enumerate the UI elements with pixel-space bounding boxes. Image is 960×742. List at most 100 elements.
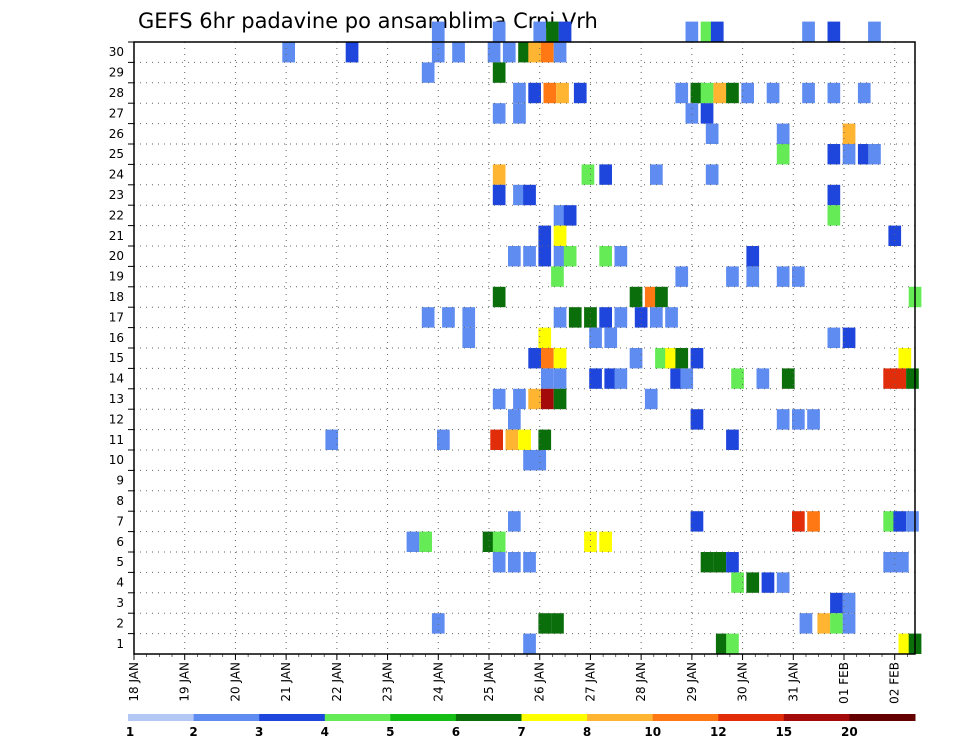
heatmap-cell: [442, 307, 455, 328]
heatmap-cell: [553, 388, 567, 410]
heatmap-cell: [817, 613, 831, 634]
heatmap-cell: [807, 511, 820, 532]
heatmap-cell: [700, 552, 714, 573]
heatmap-cell: [553, 368, 567, 389]
heatmap-cell: [827, 327, 841, 348]
heatmap-cell: [528, 388, 541, 410]
heatmap-cell: [685, 103, 699, 124]
heatmap-cell: [799, 613, 813, 634]
heatmap-cell: [523, 450, 536, 471]
heatmap-cell: [538, 429, 552, 450]
heatmap-cell: [827, 21, 841, 42]
x-tick-label: 28 JAN: [634, 662, 648, 702]
heatmap-cell: [827, 82, 841, 104]
heatmap-cell: [421, 62, 435, 83]
heatmap-cell: [731, 368, 744, 389]
heatmap-cell: [563, 246, 577, 267]
heatmap-cell: [523, 246, 536, 267]
legend-swatch: [324, 714, 391, 721]
heatmap-cell: [523, 184, 536, 206]
heatmap-cell: [756, 368, 770, 389]
heatmap-cell: [551, 613, 564, 634]
heatmap-cell: [741, 82, 754, 104]
heatmap-cell: [792, 266, 805, 287]
heatmap-cell: [883, 511, 896, 532]
x-tick-label: 25 JAN: [482, 662, 496, 702]
heatmap-cell: [492, 103, 506, 124]
y-tick-label: 4: [116, 576, 124, 590]
heatmap-cell: [670, 368, 683, 389]
heatmap-cell: [599, 531, 612, 552]
heatmap-cell: [589, 368, 602, 389]
heatmap-cell: [492, 531, 506, 552]
heatmap-cells: [282, 21, 922, 654]
heatmap-cell: [655, 286, 668, 308]
heatmap-cell: [490, 429, 503, 450]
y-tick-label: 13: [109, 392, 124, 406]
heatmap-cell: [553, 246, 567, 267]
heatmap-cell: [282, 42, 295, 63]
legend-label: 2: [189, 725, 197, 739]
heatmap-cell: [827, 184, 841, 206]
heatmap-cell: [761, 572, 775, 593]
heatmap-cell: [883, 552, 896, 573]
y-axis: 1234567891011121314151617181920212223242…: [109, 41, 134, 651]
heatmap-cell: [558, 21, 572, 42]
heatmap-cell: [518, 42, 531, 63]
y-tick-label: 3: [116, 596, 124, 610]
heatmap-cell: [726, 429, 739, 450]
legend-label: 8: [583, 725, 591, 739]
heatmap-cell: [690, 82, 704, 104]
heatmap-cell: [690, 409, 704, 430]
heatmap-cell: [541, 388, 554, 410]
heatmap-cell: [505, 429, 519, 450]
heatmap-cell: [513, 388, 526, 410]
x-tick-label: 26 JAN: [533, 662, 547, 702]
legend-label: 3: [255, 725, 263, 739]
heatmap-cell: [528, 42, 541, 63]
y-tick-label: 15: [109, 351, 124, 365]
heatmap-cell: [690, 348, 704, 369]
heatmap-cell: [680, 368, 694, 389]
heatmap-cell: [644, 388, 658, 410]
heatmap-cell: [533, 450, 547, 471]
heatmap-cell: [538, 613, 552, 634]
heatmap-cell: [883, 368, 896, 389]
heatmap-cell: [906, 511, 919, 532]
heatmap-cell: [713, 82, 727, 104]
y-tick-label: 23: [109, 188, 124, 202]
heatmap-cell: [538, 225, 552, 246]
heatmap-cell: [842, 327, 856, 348]
heatmap-cell: [553, 348, 567, 369]
heatmap-cell: [906, 368, 919, 389]
x-tick-label: 02 FEB: [888, 662, 902, 704]
heatmap-cell: [508, 552, 521, 573]
heatmap-cell: [518, 429, 531, 450]
heatmap-cell: [604, 327, 618, 348]
heatmap-cell: [541, 348, 554, 369]
y-tick-label: 18: [109, 290, 124, 304]
heatmap-cell: [553, 42, 567, 63]
heatmap-cell: [675, 266, 689, 287]
heatmap-cell: [528, 348, 541, 369]
x-tick-label: 22 JAN: [330, 662, 344, 702]
heatmap-cell: [487, 42, 501, 63]
heatmap-cell: [462, 327, 476, 348]
heatmap-cell: [857, 82, 871, 104]
heatmap-cell: [731, 572, 744, 593]
heatmap-cell: [807, 409, 820, 430]
heatmap-cell: [842, 613, 856, 634]
x-tick-label: 29 JAN: [685, 662, 699, 702]
x-axis: 18 JAN 19 JAN 20 JAN 21 JAN 22 JAN 23 JAN 24 J…: [127, 654, 908, 704]
heatmap-cell: [502, 42, 516, 63]
y-tick-label: 17: [109, 310, 124, 324]
x-tick-label: 01 FEB: [837, 662, 851, 704]
heatmap-cell: [685, 21, 699, 42]
heatmap-cell: [551, 266, 564, 287]
x-tick-label: 27 JAN: [583, 662, 597, 702]
heatmap-cell: [893, 511, 907, 532]
heatmap-cell: [650, 164, 663, 185]
heatmap-cell: [541, 368, 554, 389]
heatmap-cell: [431, 21, 445, 42]
y-tick-label: 7: [116, 514, 124, 528]
